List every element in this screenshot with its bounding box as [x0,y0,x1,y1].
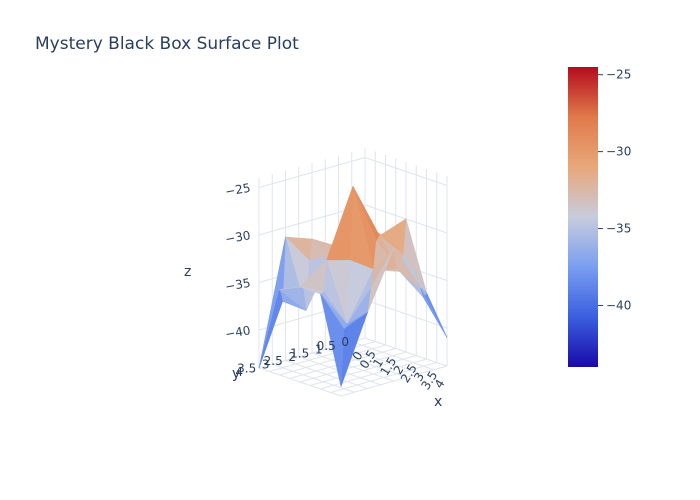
y-tick-label: 2 [288,350,296,364]
colorbar-tick-label: −25 [606,68,631,82]
colorbar-tick-label: −35 [606,222,631,236]
y-tick-label: 4 [235,365,243,379]
surface-facet [320,293,345,387]
floor-grid-line [311,352,395,382]
wall-grid-line [258,157,366,188]
chart-title: Mystery Black Box Surface Plot [35,34,299,54]
y-tick-label: 1.5 [290,346,309,360]
y-tick-label: 0.5 [317,339,336,353]
y-tick-label: 1 [315,343,323,357]
colorbar-tick-label: −30 [606,145,631,159]
y-tick-label: 2.5 [264,354,283,368]
surface-mesh [258,186,448,387]
y-tick-label: 3 [262,358,270,372]
wall-grid-line [364,299,448,329]
z-tick-label: −40 [224,323,251,341]
y-axis-label: y [232,366,240,382]
axis-ticks: 00.511.522.533.5400.511.522.533.54−25−30… [224,181,447,393]
colorbar: −25 −30 −35 −40 [568,67,631,367]
x-tick-label: 4 [432,377,448,391]
colorbar-bar [568,67,598,367]
y-tick-label: 0 [341,335,349,349]
z-tick-label: −30 [224,228,251,246]
z-tick-label: −25 [224,181,251,199]
y-tick-label: 3.5 [237,361,256,375]
surface-facet [299,286,324,295]
surface-facet [326,186,354,261]
surface-facet [258,289,283,369]
surface-facet [420,287,448,338]
wall-grid-line [364,157,448,186]
floor-grid-line [351,341,434,371]
z-tick-label: −35 [224,276,251,294]
x-axis-label: x [434,394,442,410]
colorbar-tick-label: −40 [606,298,631,312]
surface-facet [393,247,421,289]
floor-grid-line [272,363,355,393]
axis-labels: x y z [184,264,442,410]
z-axis-label: z [184,264,191,280]
floor-grid-line [285,360,368,389]
floor-grid-line [258,367,342,397]
